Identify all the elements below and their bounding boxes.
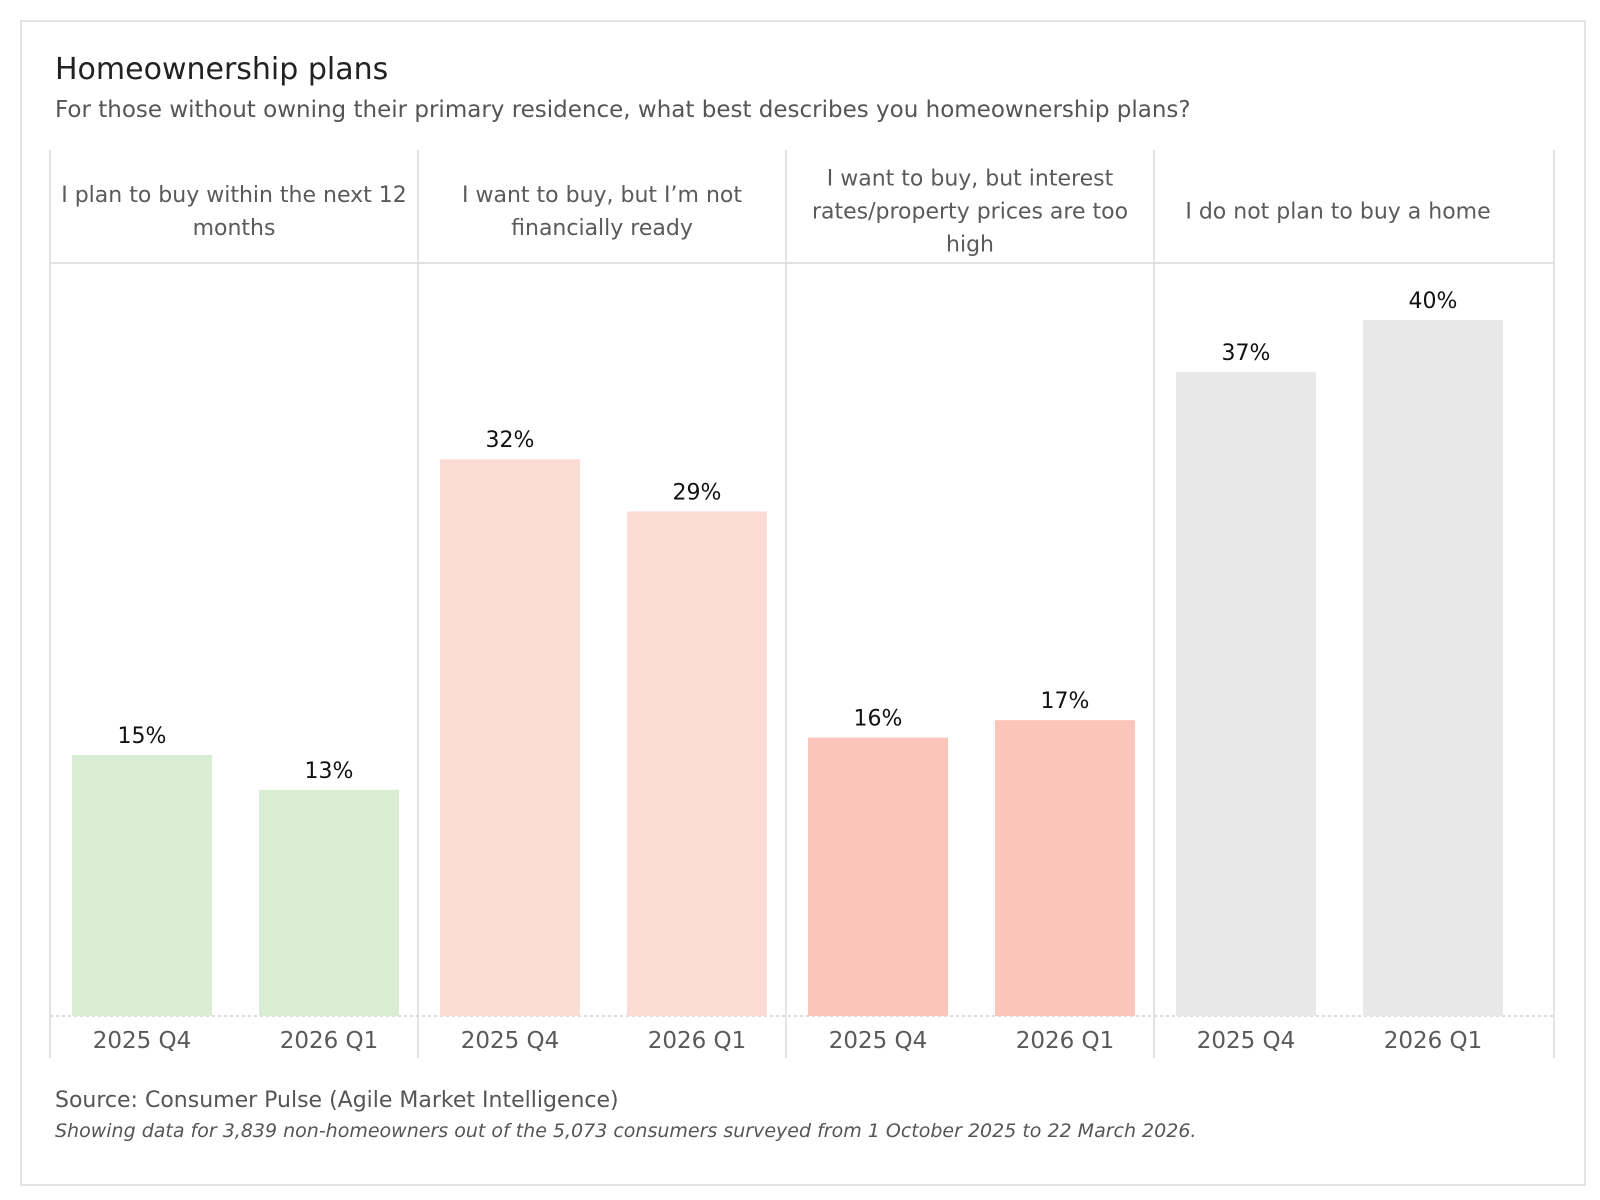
- bar: [808, 737, 948, 1016]
- bar: [72, 755, 212, 1016]
- panel-header-line: high: [946, 233, 994, 258]
- data-label: 15%: [118, 724, 167, 749]
- source-text: Source: Consumer Pulse (Agile Market Int…: [55, 1088, 619, 1113]
- panel-header-line: financially ready: [511, 216, 693, 241]
- panel-header-line: months: [193, 216, 276, 241]
- data-label: 40%: [1409, 289, 1458, 314]
- bar: [995, 720, 1135, 1016]
- x-tick-label: 2025 Q4: [461, 1028, 560, 1054]
- x-tick-label: 2025 Q4: [829, 1028, 928, 1054]
- bar: [1363, 320, 1503, 1016]
- data-label: 13%: [305, 759, 354, 784]
- data-label: 37%: [1222, 341, 1271, 366]
- x-tick-label: 2026 Q1: [1384, 1028, 1483, 1054]
- panel-header-line: I plan to buy within the next 12: [61, 183, 407, 208]
- x-tick-label: 2025 Q4: [93, 1028, 192, 1054]
- chart-title: Homeownership plans: [55, 52, 389, 87]
- panel-header-line: rates/property prices are too: [812, 200, 1128, 225]
- x-tick-label: 2025 Q4: [1197, 1028, 1296, 1054]
- panel-header-line: I want to buy, but interest: [827, 167, 1114, 192]
- footnote-text: Showing data for 3,839 non-homeowners ou…: [55, 1120, 1197, 1142]
- bar: [627, 511, 767, 1016]
- bar: [1176, 372, 1316, 1016]
- data-label: 17%: [1041, 689, 1090, 714]
- data-label: 32%: [486, 428, 535, 453]
- panel-header-line: I do not plan to buy a home: [1185, 200, 1490, 225]
- chart-subtitle: For those without owning their primary r…: [55, 97, 1191, 123]
- x-tick-label: 2026 Q1: [648, 1028, 747, 1054]
- data-label: 16%: [854, 707, 903, 732]
- bar: [440, 459, 580, 1016]
- panel-header-line: I want to buy, but I’m not: [462, 183, 742, 208]
- data-label: 29%: [673, 480, 722, 505]
- bar: [259, 789, 399, 1016]
- x-tick-label: 2026 Q1: [280, 1028, 379, 1054]
- x-tick-label: 2026 Q1: [1016, 1028, 1115, 1054]
